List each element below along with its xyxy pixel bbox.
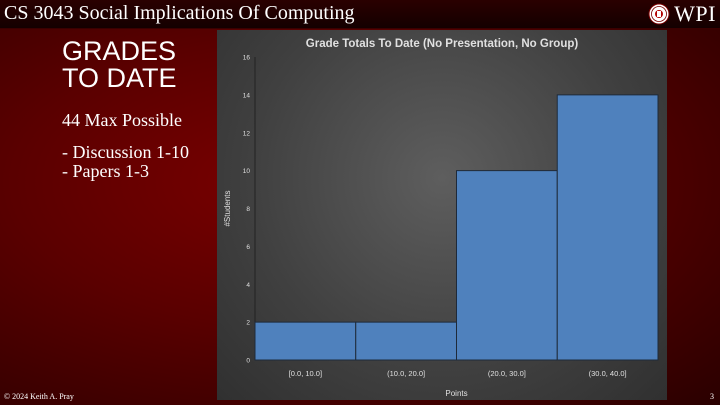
y-tick-label: 10 bbox=[243, 168, 251, 175]
bar bbox=[556, 94, 659, 361]
y-tick-label: 2 bbox=[246, 320, 250, 327]
x-tick-label: (20.0, 30.0] bbox=[488, 369, 526, 378]
y-tick-label: 0 bbox=[246, 358, 250, 365]
bullet-list: - Discussion 1-10 - Papers 1-3 bbox=[62, 143, 189, 181]
bar bbox=[254, 321, 357, 361]
heading-line-1: GRADES bbox=[62, 36, 177, 66]
wpi-logo: WPI bbox=[648, 1, 716, 27]
y-tick-label: 12 bbox=[243, 130, 251, 137]
university-seal-icon bbox=[648, 3, 670, 25]
max-possible-text: 44 Max Possible bbox=[62, 110, 183, 130]
x-tick-label: [0.0, 10.0] bbox=[289, 369, 322, 378]
y-tick-label: 8 bbox=[246, 206, 250, 213]
y-tick-label: 6 bbox=[246, 244, 250, 251]
y-tick-label: 14 bbox=[243, 92, 251, 99]
title-bar: CS 3043 Social Implications Of Computing… bbox=[0, 0, 720, 29]
bullet-item: - Papers 1-3 bbox=[62, 161, 149, 181]
bar bbox=[355, 321, 457, 361]
x-axis-label: Points bbox=[445, 389, 467, 398]
chart-panel: Grade Totals To Date (No Presentation, N… bbox=[217, 30, 667, 400]
y-tick-label: 4 bbox=[246, 282, 250, 289]
x-tick-label: (30.0, 40.0] bbox=[589, 369, 627, 378]
heading-line-2: TO DATE bbox=[62, 63, 177, 93]
bar bbox=[456, 170, 558, 361]
course-title: CS 3043 Social Implications Of Computing bbox=[4, 2, 355, 24]
chart-title: Grade Totals To Date (No Presentation, N… bbox=[306, 38, 579, 50]
slide-heading: GRADES TO DATE bbox=[62, 38, 212, 92]
y-tick-label: 16 bbox=[243, 55, 251, 62]
logo-text: WPI bbox=[674, 1, 716, 26]
histogram-chart: Grade Totals To Date (No Presentation, N… bbox=[223, 38, 659, 398]
x-tick-label: (10.0, 20.0] bbox=[387, 369, 425, 378]
page-number: 3 bbox=[710, 392, 714, 401]
bullet-item: - Discussion 1-10 bbox=[62, 142, 189, 162]
copyright-text: © 2024 Keith A. Pray bbox=[4, 392, 74, 401]
y-axis-label: #Students bbox=[223, 190, 232, 226]
